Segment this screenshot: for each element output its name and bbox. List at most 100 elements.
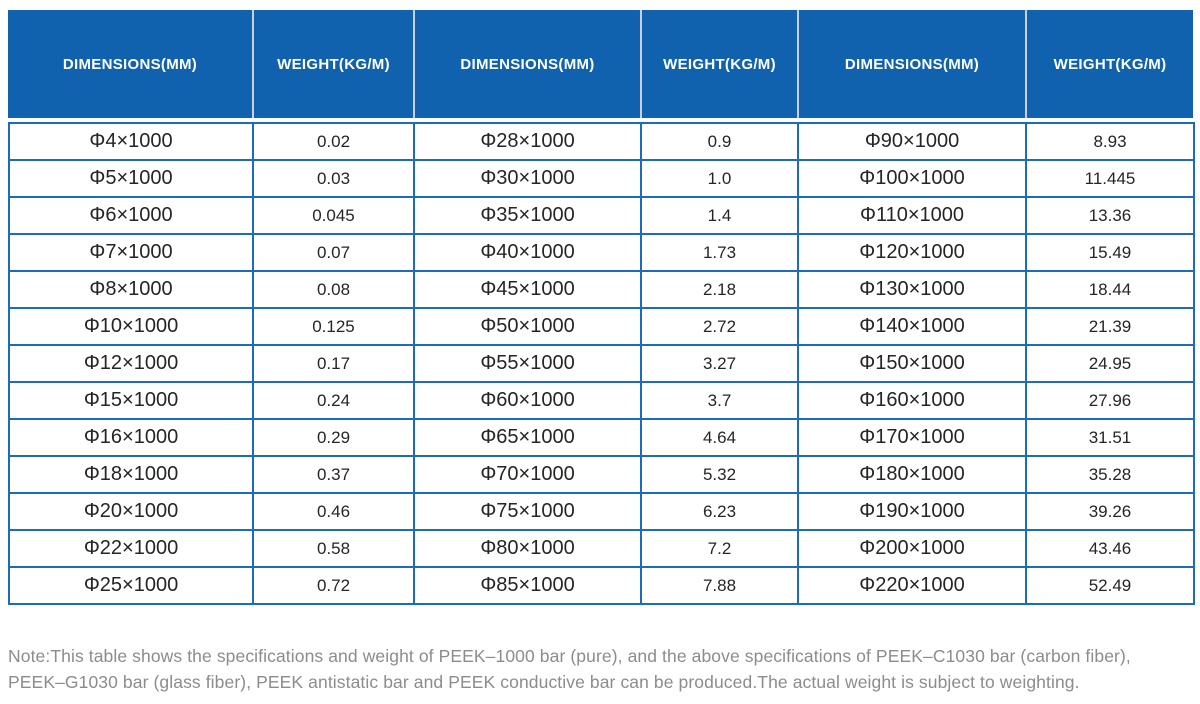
dimension-cell: Φ190×1000 [797, 492, 1027, 531]
dimension-cell: Φ200×1000 [797, 529, 1027, 568]
dimension-cell: Φ120×1000 [797, 233, 1027, 272]
dimension-cell: Φ12×1000 [8, 344, 254, 383]
dimension-cell: Φ220×1000 [797, 566, 1027, 605]
dimension-cell: Φ30×1000 [413, 159, 642, 198]
weight-cell: 0.72 [252, 566, 415, 605]
dimension-cell: Φ18×1000 [8, 455, 254, 494]
dimension-cell: Φ15×1000 [8, 381, 254, 420]
dimension-cell: Φ75×1000 [413, 492, 642, 531]
weight-cell: 5.32 [640, 455, 799, 494]
dimension-cell: Φ100×1000 [797, 159, 1027, 198]
weight-cell: 11.445 [1025, 159, 1195, 198]
dimension-cell: Φ40×1000 [413, 233, 642, 272]
table-row: Φ12×1000 0.17 Φ55×1000 3.27 Φ150×1000 24.95 [8, 344, 1195, 383]
weight-cell: 3.27 [640, 344, 799, 383]
weight-cell: 0.03 [252, 159, 415, 198]
dimension-cell: Φ7×1000 [8, 233, 254, 272]
dimension-cell: Φ35×1000 [413, 196, 642, 235]
dimension-cell: Φ5×1000 [8, 159, 254, 198]
weight-cell: 52.49 [1025, 566, 1195, 605]
weight-cell: 0.045 [252, 196, 415, 235]
weight-cell: 21.39 [1025, 307, 1195, 346]
table-row: Φ8×1000 0.08 Φ45×1000 2.18 Φ130×1000 18.44 [8, 270, 1195, 309]
header-cell-weight: WEIGHT(KG/M) [1025, 10, 1193, 118]
table-row: Φ4×1000 0.02 Φ28×1000 0.9 Φ90×1000 8.93 [8, 122, 1195, 161]
spec-table-grid: Φ4×1000 0.02 Φ28×1000 0.9 Φ90×1000 8.93 Φ5×100… [8, 122, 1195, 605]
table-row: Φ16×1000 0.29 Φ65×1000 4.64 Φ170×1000 31.51 [8, 418, 1195, 457]
dimension-cell: Φ60×1000 [413, 381, 642, 420]
dimension-cell: Φ50×1000 [413, 307, 642, 346]
weight-cell: 0.29 [252, 418, 415, 457]
dimension-cell: Φ16×1000 [8, 418, 254, 457]
dimension-cell: Φ180×1000 [797, 455, 1027, 494]
weight-cell: 35.28 [1025, 455, 1195, 494]
dimension-cell: Φ8×1000 [8, 270, 254, 309]
table-row: Φ7×1000 0.07 Φ40×1000 1.73 Φ120×1000 15.49 [8, 233, 1195, 272]
weight-cell: 4.64 [640, 418, 799, 457]
dimension-cell: Φ140×1000 [797, 307, 1027, 346]
dimension-cell: Φ90×1000 [797, 122, 1027, 161]
dimension-cell: Φ110×1000 [797, 196, 1027, 235]
weight-cell: 7.2 [640, 529, 799, 568]
dimension-cell: Φ70×1000 [413, 455, 642, 494]
spec-table: DIMENSIONS(MM) WEIGHT(KG/M) DIMENSIONS(M… [8, 10, 1195, 605]
dimension-cell: Φ170×1000 [797, 418, 1027, 457]
weight-cell: 31.51 [1025, 418, 1195, 457]
table-row: Φ20×1000 0.46 Φ75×1000 6.23 Φ190×1000 39.26 [8, 492, 1195, 531]
table-row: Φ10×1000 0.125 Φ50×1000 2.72 Φ140×1000 21.39 [8, 307, 1195, 346]
dimension-cell: Φ130×1000 [797, 270, 1027, 309]
weight-cell: 0.08 [252, 270, 415, 309]
weight-cell: 0.125 [252, 307, 415, 346]
dimension-cell: Φ160×1000 [797, 381, 1027, 420]
table-row: Φ18×1000 0.37 Φ70×1000 5.32 Φ180×1000 35.28 [8, 455, 1195, 494]
weight-cell: 24.95 [1025, 344, 1195, 383]
weight-cell: 3.7 [640, 381, 799, 420]
weight-cell: 0.9 [640, 122, 799, 161]
weight-cell: 15.49 [1025, 233, 1195, 272]
note-text: Note:This table shows the specifications… [8, 643, 1193, 695]
weight-cell: 2.18 [640, 270, 799, 309]
dimension-cell: Φ20×1000 [8, 492, 254, 531]
dimension-cell: Φ22×1000 [8, 529, 254, 568]
table-row: Φ6×1000 0.045 Φ35×1000 1.4 Φ110×1000 13.36 [8, 196, 1195, 235]
header-cell-dimensions: DIMENSIONS(MM) [797, 10, 1025, 118]
table-row: Φ5×1000 0.03 Φ30×1000 1.0 Φ100×1000 11.445 [8, 159, 1195, 198]
dimension-cell: Φ4×1000 [8, 122, 254, 161]
weight-cell: 0.17 [252, 344, 415, 383]
weight-cell: 43.46 [1025, 529, 1195, 568]
weight-cell: 0.24 [252, 381, 415, 420]
weight-cell: 0.46 [252, 492, 415, 531]
dimension-cell: Φ45×1000 [413, 270, 642, 309]
dimension-cell: Φ80×1000 [413, 529, 642, 568]
note-line-2: PEEK–G1030 bar (glass fiber), PEEK antis… [8, 672, 1080, 692]
dimension-cell: Φ150×1000 [797, 344, 1027, 383]
table-row: Φ25×1000 0.72 Φ85×1000 7.88 Φ220×1000 52.49 [8, 566, 1195, 605]
dimension-cell: Φ25×1000 [8, 566, 254, 605]
dimension-cell: Φ10×1000 [8, 307, 254, 346]
header-cell-weight: WEIGHT(KG/M) [640, 10, 797, 118]
table-row: Φ22×1000 0.58 Φ80×1000 7.2 Φ200×1000 43.46 [8, 529, 1195, 568]
header-cell-dimensions: DIMENSIONS(MM) [62, 55, 198, 73]
weight-cell: 0.58 [252, 529, 415, 568]
dimension-cell: Φ28×1000 [413, 122, 642, 161]
weight-cell: 6.23 [640, 492, 799, 531]
weight-cell: 39.26 [1025, 492, 1195, 531]
weight-cell: 0.37 [252, 455, 415, 494]
weight-cell: 18.44 [1025, 270, 1195, 309]
table-row: Φ15×1000 0.24 Φ60×1000 3.7 Φ160×1000 27.96 [8, 381, 1195, 420]
weight-cell: 1.73 [640, 233, 799, 272]
weight-cell: 27.96 [1025, 381, 1195, 420]
header-cell-weight: WEIGHT(KG/M) [252, 10, 413, 118]
weight-cell: 1.0 [640, 159, 799, 198]
weight-cell: 1.4 [640, 196, 799, 235]
weight-cell: 13.36 [1025, 196, 1195, 235]
spec-table-body: Φ4×1000 0.02 Φ28×1000 0.9 Φ90×1000 8.93 Φ5×100… [8, 122, 1195, 605]
table-header-row: DIMENSIONS(MM) WEIGHT(KG/M) DIMENSIONS(M… [8, 10, 1193, 118]
weight-cell: 0.07 [252, 233, 415, 272]
weight-cell: 7.88 [640, 566, 799, 605]
dimension-cell: Φ85×1000 [413, 566, 642, 605]
note-line-1: Note:This table shows the specifications… [8, 646, 1131, 666]
dimension-cell: Φ55×1000 [413, 344, 642, 383]
weight-cell: 2.72 [640, 307, 799, 346]
